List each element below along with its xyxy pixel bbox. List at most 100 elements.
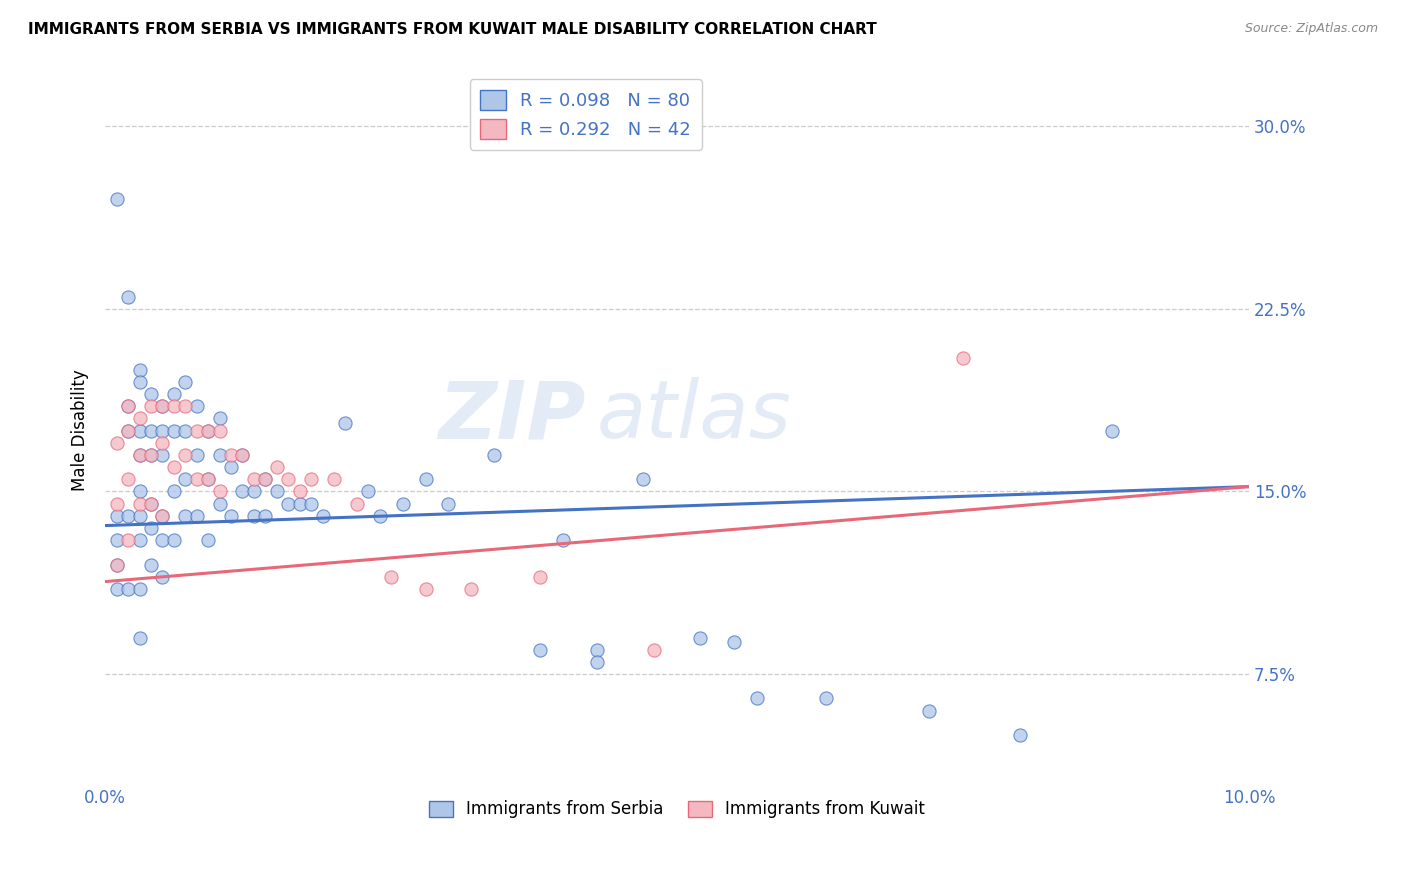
- Point: [139, 387, 162, 401]
- Point: [163, 484, 186, 499]
- Point: [128, 582, 150, 596]
- Point: [117, 290, 139, 304]
- Point: [288, 497, 311, 511]
- Point: [266, 460, 288, 475]
- Point: [482, 448, 505, 462]
- Point: [128, 424, 150, 438]
- Point: [105, 497, 128, 511]
- Point: [117, 399, 139, 413]
- Point: [186, 399, 208, 413]
- Point: [231, 484, 253, 499]
- Point: [128, 497, 150, 511]
- Point: [814, 691, 837, 706]
- Point: [174, 424, 197, 438]
- Point: [186, 472, 208, 486]
- Point: [117, 508, 139, 523]
- Point: [105, 508, 128, 523]
- Point: [243, 508, 266, 523]
- Point: [208, 497, 231, 511]
- Point: [208, 424, 231, 438]
- Point: [139, 448, 162, 462]
- Point: [186, 448, 208, 462]
- Point: [231, 448, 253, 462]
- Point: [197, 472, 219, 486]
- Text: ZIP: ZIP: [439, 377, 586, 456]
- Point: [152, 435, 174, 450]
- Point: [415, 582, 437, 596]
- Point: [197, 533, 219, 548]
- Point: [128, 375, 150, 389]
- Point: [208, 484, 231, 499]
- Point: [174, 375, 197, 389]
- Point: [368, 508, 391, 523]
- Point: [551, 533, 574, 548]
- Point: [586, 642, 609, 657]
- Text: atlas: atlas: [598, 377, 792, 456]
- Point: [128, 508, 150, 523]
- Point: [117, 582, 139, 596]
- Point: [105, 435, 128, 450]
- Point: [586, 655, 609, 669]
- Point: [243, 472, 266, 486]
- Point: [380, 570, 402, 584]
- Point: [174, 399, 197, 413]
- Point: [139, 448, 162, 462]
- Point: [128, 411, 150, 425]
- Point: [163, 399, 186, 413]
- Point: [128, 484, 150, 499]
- Point: [117, 533, 139, 548]
- Point: [323, 472, 346, 486]
- Point: [128, 631, 150, 645]
- Point: [299, 472, 322, 486]
- Point: [437, 497, 460, 511]
- Point: [186, 424, 208, 438]
- Point: [208, 411, 231, 425]
- Point: [174, 472, 197, 486]
- Point: [254, 472, 277, 486]
- Point: [231, 448, 253, 462]
- Point: [163, 533, 186, 548]
- Point: [139, 399, 162, 413]
- Point: [219, 508, 242, 523]
- Point: [139, 521, 162, 535]
- Point: [128, 362, 150, 376]
- Point: [139, 497, 162, 511]
- Point: [346, 497, 368, 511]
- Point: [128, 533, 150, 548]
- Point: [174, 508, 197, 523]
- Legend: Immigrants from Serbia, Immigrants from Kuwait: Immigrants from Serbia, Immigrants from …: [423, 794, 932, 825]
- Point: [197, 424, 219, 438]
- Point: [152, 508, 174, 523]
- Point: [529, 570, 551, 584]
- Point: [1010, 728, 1032, 742]
- Point: [1101, 424, 1123, 438]
- Point: [117, 424, 139, 438]
- Point: [186, 508, 208, 523]
- Point: [152, 570, 174, 584]
- Point: [747, 691, 769, 706]
- Point: [391, 497, 413, 511]
- Point: [243, 484, 266, 499]
- Y-axis label: Male Disability: Male Disability: [72, 369, 89, 491]
- Point: [311, 508, 333, 523]
- Point: [254, 472, 277, 486]
- Point: [139, 558, 162, 572]
- Point: [105, 533, 128, 548]
- Point: [643, 642, 665, 657]
- Point: [208, 448, 231, 462]
- Point: [152, 424, 174, 438]
- Point: [415, 472, 437, 486]
- Point: [335, 417, 357, 431]
- Text: Source: ZipAtlas.com: Source: ZipAtlas.com: [1244, 22, 1378, 36]
- Point: [152, 448, 174, 462]
- Point: [357, 484, 380, 499]
- Point: [277, 472, 299, 486]
- Point: [266, 484, 288, 499]
- Point: [152, 533, 174, 548]
- Point: [952, 351, 974, 365]
- Point: [288, 484, 311, 499]
- Point: [139, 497, 162, 511]
- Point: [529, 642, 551, 657]
- Point: [117, 424, 139, 438]
- Point: [117, 472, 139, 486]
